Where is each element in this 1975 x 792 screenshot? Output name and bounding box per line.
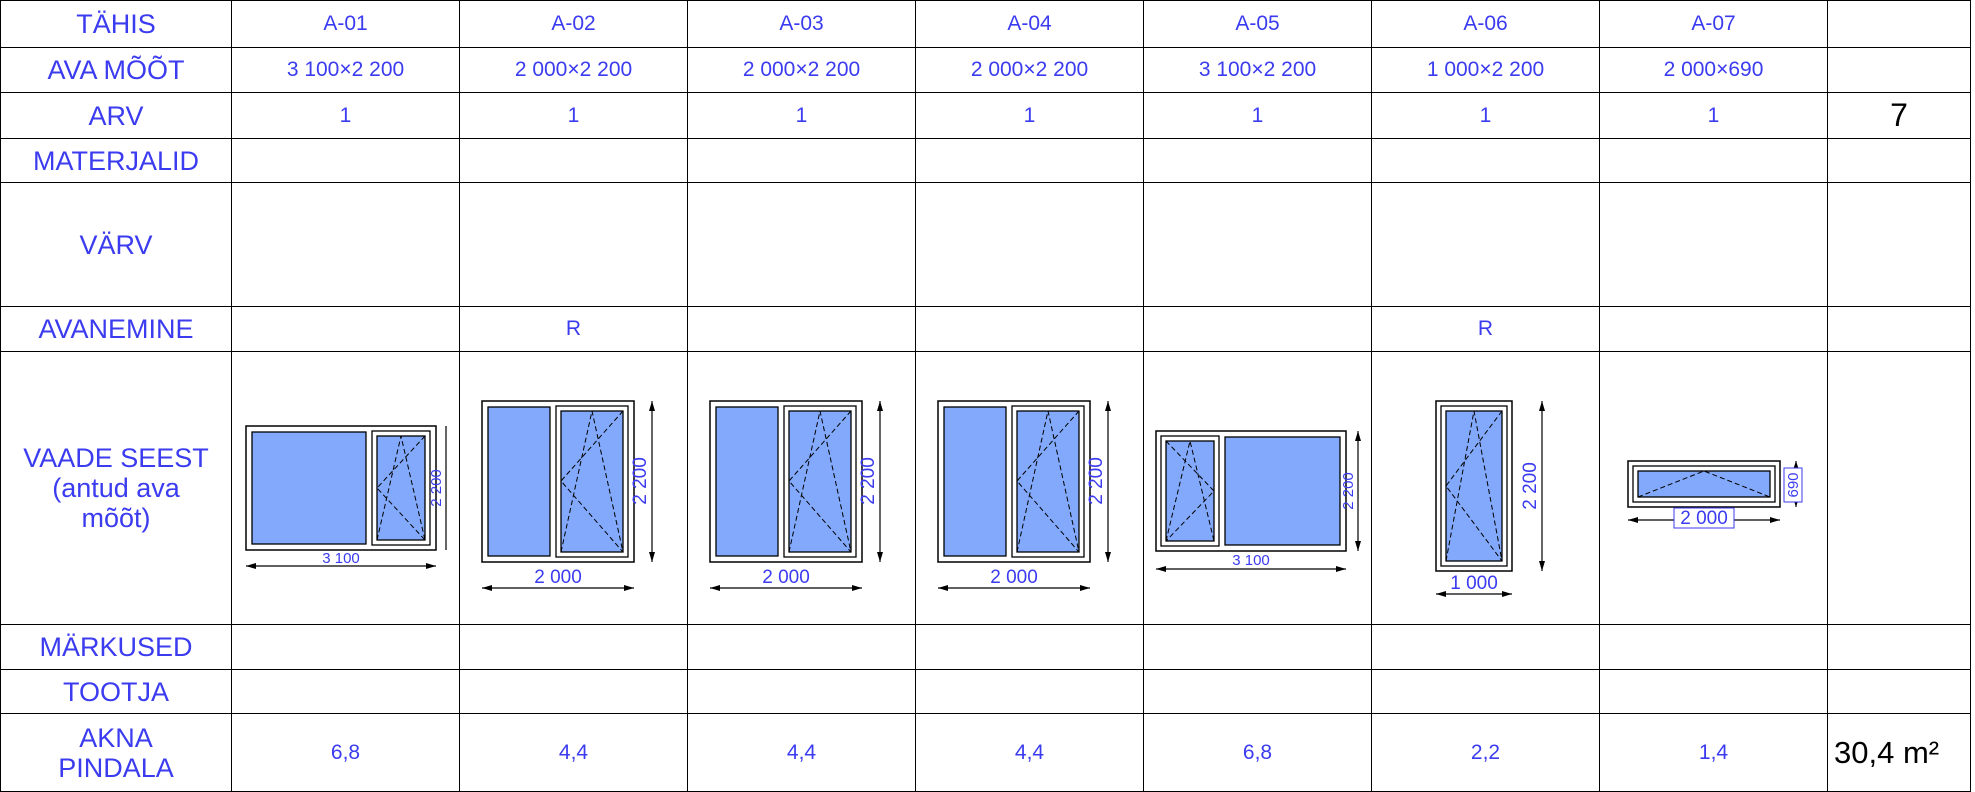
- row-label-vaade: VAADE SEEST (antud ava mõõt): [0, 351, 232, 625]
- row-label-ava-moot: AVA MÕÕT: [0, 47, 232, 93]
- row-arv: ARV 1 1 1 1 1 1 1 7: [0, 92, 1971, 139]
- empty-cell: [1827, 0, 1971, 48]
- dim-width: 3 100: [322, 550, 360, 567]
- row-vaade: VAADE SEEST (antud ava mõõt) 3 100 2 200: [0, 351, 1971, 625]
- window-opening: [915, 306, 1144, 352]
- window-area: 6,8: [1143, 713, 1372, 792]
- drawing-cell: 1 000 2 200: [1371, 351, 1600, 625]
- row-label-arv: ARV: [0, 92, 232, 139]
- row-avanemine: AVANEMINE R R: [0, 306, 1971, 352]
- drawing-cell: 3 100 2 200: [1143, 351, 1372, 625]
- window-drawing-a07: 2 000 690: [1627, 460, 1803, 529]
- window-size: 2 000×2 200: [915, 47, 1144, 93]
- row-label-varv: VÄRV: [0, 182, 232, 307]
- dim-height: 690: [1785, 472, 1802, 497]
- window-id: A-04: [915, 0, 1144, 48]
- row-label-akna-pindala: AKNA PINDALA: [0, 713, 232, 792]
- window-drawing-a02: 2 000 2 200: [481, 400, 655, 591]
- dim-height: 2 200: [858, 457, 879, 505]
- window-opening: R: [1371, 306, 1600, 352]
- window-id: A-03: [687, 0, 916, 48]
- row-label-materjalid: MATERJALID: [0, 138, 232, 183]
- window-id: A-05: [1143, 0, 1372, 48]
- dim-height: 2 200: [630, 457, 651, 505]
- window-opening: [1599, 306, 1828, 352]
- window-id: A-02: [459, 0, 688, 48]
- dim-height: 2 200: [428, 469, 445, 507]
- dim-width: 3 100: [1232, 552, 1270, 569]
- dim-height: 2 200: [1520, 462, 1541, 510]
- window-opening: [231, 306, 460, 352]
- window-size: 2 000×690: [1599, 47, 1828, 93]
- window-count: 1: [231, 92, 460, 139]
- row-varv: VÄRV: [0, 182, 1971, 307]
- window-drawing-a05: 3 100 2 200: [1155, 430, 1361, 572]
- row-akna-pindala: AKNA PINDALA 6,8 4,4 4,4 4,4 6,8 2,2 1,4…: [0, 713, 1971, 792]
- window-count: 1: [687, 92, 916, 139]
- dim-width: 2 000: [990, 567, 1038, 588]
- window-area: 6,8: [231, 713, 460, 792]
- window-id: A-07: [1599, 0, 1828, 48]
- dim-height: 2 200: [1340, 472, 1357, 510]
- window-area: 1,4: [1599, 713, 1828, 792]
- window-id: A-06: [1371, 0, 1600, 48]
- window-area: 4,4: [915, 713, 1144, 792]
- row-tahis: TÄHIS A-01 A-02 A-03 A-04 A-05 A-06 A-07: [0, 0, 1971, 48]
- row-label-tahis: TÄHIS: [0, 0, 232, 48]
- window-count: 1: [1143, 92, 1372, 139]
- drawing-cell: 2 000 2 200: [459, 351, 688, 625]
- row-tootja: TOOTJA: [0, 669, 1971, 714]
- window-count: 1: [1599, 92, 1828, 139]
- window-drawing-a04: 2 000 2 200: [937, 400, 1111, 591]
- drawing-cell: 2 000 690: [1599, 351, 1828, 625]
- empty-cell: [1827, 47, 1971, 93]
- drawing-cell: 2 000 2 200: [687, 351, 916, 625]
- window-area: 4,4: [459, 713, 688, 792]
- window-opening: R: [459, 306, 688, 352]
- window-opening: [687, 306, 916, 352]
- window-count: 1: [915, 92, 1144, 139]
- window-id: A-01: [231, 0, 460, 48]
- window-size: 2 000×2 200: [459, 47, 688, 93]
- window-size: 3 100×2 200: [1143, 47, 1372, 93]
- row-label-avanemine: AVANEMINE: [0, 306, 232, 352]
- empty-cell: [1827, 351, 1971, 625]
- dim-width: 2 000: [762, 567, 810, 588]
- dim-height: 2 200: [1086, 457, 1107, 505]
- empty-cell: [1827, 306, 1971, 352]
- window-opening: [1143, 306, 1372, 352]
- dim-width: 2 000: [1680, 508, 1728, 529]
- window-area: 2,2: [1371, 713, 1600, 792]
- row-label-tootja: TOOTJA: [0, 669, 232, 714]
- row-markused: MÄRKUSED: [0, 624, 1971, 670]
- dim-width: 2 000: [534, 567, 582, 588]
- window-drawing-a06: 1 000 2 200: [1435, 400, 1545, 597]
- window-count: 1: [459, 92, 688, 139]
- row-label-markused: MÄRKUSED: [0, 624, 232, 670]
- drawing-cell: 3 100 2 200: [231, 351, 460, 625]
- window-drawing-a03: 2 000 2 200: [709, 400, 883, 591]
- row-materjalid: MATERJALID: [0, 138, 1971, 183]
- window-count: 1: [1371, 92, 1600, 139]
- total-count: 7: [1827, 92, 1971, 139]
- total-area: 30,4 m²: [1827, 713, 1971, 792]
- window-size: 2 000×2 200: [687, 47, 916, 93]
- row-ava-moot: AVA MÕÕT 3 100×2 200 2 000×2 200 2 000×2…: [0, 47, 1971, 93]
- window-size: 3 100×2 200: [231, 47, 460, 93]
- window-size: 1 000×2 200: [1371, 47, 1600, 93]
- window-drawing-a01: 3 100 2 200: [245, 425, 447, 569]
- window-area: 4,4: [687, 713, 916, 792]
- dim-width: 1 000: [1450, 573, 1498, 594]
- drawing-cell: 2 000 2 200: [915, 351, 1144, 625]
